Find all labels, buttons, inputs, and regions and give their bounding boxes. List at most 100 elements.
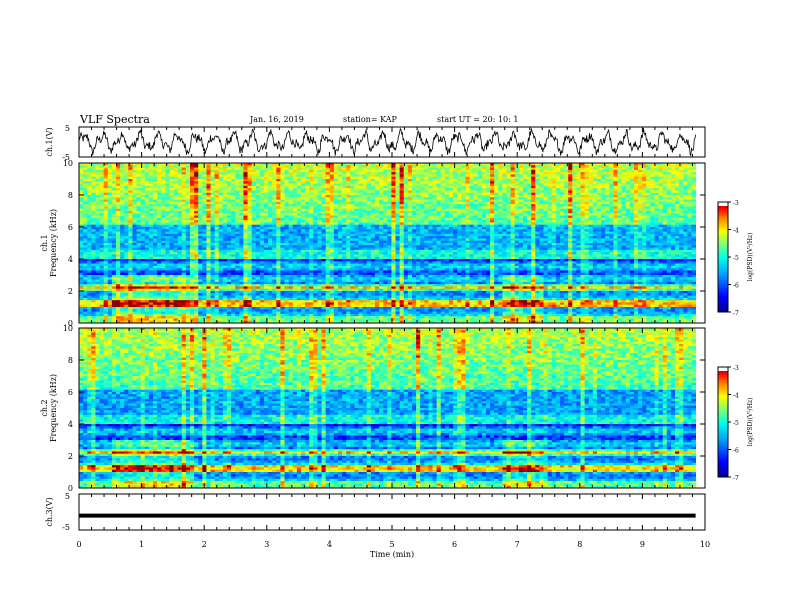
spectrogram-cell: [547, 206, 553, 210]
spectrogram-cell: [580, 215, 586, 219]
spectrogram-cell: [457, 169, 462, 173]
spectrogram-cell: [370, 174, 376, 178]
spectrogram-cell: [531, 217, 536, 221]
spectrogram-cell: [194, 199, 199, 203]
spectrogram-cell: [317, 188, 322, 191]
spectrogram-cell: [518, 231, 524, 235]
spectrogram-cell: [120, 213, 125, 216]
spectrogram-cell: [189, 197, 195, 200]
spectrogram-cell: [239, 197, 244, 200]
spectrogram-cell: [650, 176, 655, 180]
spectrogram-cell: [403, 217, 409, 221]
spectrogram-cell: [231, 217, 236, 221]
spectrogram-cell: [239, 201, 244, 205]
spectrogram-cell: [95, 190, 100, 194]
spectrogram-cell: [691, 174, 697, 178]
spectrogram-cell: [411, 222, 417, 226]
spectrogram-cell: [280, 224, 285, 228]
spectrogram-cell: [226, 185, 232, 189]
spectrogram-cell: [527, 222, 532, 226]
spectrogram-cell: [354, 163, 359, 166]
spectrogram-cell: [444, 165, 450, 168]
spectrogram-cell: [259, 229, 265, 232]
spectrogram-cell: [683, 220, 688, 223]
spectrogram-cell: [457, 227, 462, 230]
spectrogram-cell: [662, 183, 668, 187]
spectrogram-cell: [411, 206, 417, 210]
spectrogram-cell: [309, 183, 314, 187]
spectrogram-cell: [374, 213, 380, 216]
spectrogram-cell: [638, 199, 643, 203]
spectrogram-cell: [329, 172, 335, 175]
spectrogram-cell: [87, 165, 92, 168]
spectrogram-cell: [502, 229, 507, 232]
spectrogram-cell: [333, 204, 339, 207]
spectrogram-cell: [140, 167, 146, 171]
spectrogram-cell: [329, 220, 335, 223]
spectrogram-cell: [568, 220, 573, 223]
spectrogram-cell: [424, 229, 429, 232]
spectrogram-cell: [436, 213, 442, 216]
spectrogram-cell: [568, 229, 573, 232]
spectrogram-cell: [531, 192, 536, 196]
spectrogram-cell: [576, 183, 581, 187]
spectrogram-cell: [95, 192, 100, 196]
spectrogram-cell: [605, 201, 610, 205]
spectrogram-cell: [313, 201, 318, 205]
spectrogram-cell: [189, 190, 195, 194]
spectrogram-cell: [296, 217, 302, 221]
spectrogram-cell: [473, 204, 479, 207]
spectrogram-cell: [490, 227, 495, 230]
spectrogram-cell: [181, 181, 187, 184]
spectrogram-cell: [280, 179, 285, 182]
spectrogram-cell: [403, 172, 409, 175]
spectrogram-cell: [543, 220, 549, 223]
spectrogram-cell: [416, 163, 421, 166]
spectrogram-cell: [387, 220, 392, 223]
spectrogram-cell: [547, 169, 553, 173]
spectrogram-cell: [218, 199, 224, 203]
spectrogram-cell: [522, 181, 528, 184]
spectrogram-cell: [559, 169, 565, 173]
spectrogram-cell: [666, 222, 672, 226]
spectrogram-cell: [683, 231, 688, 235]
spectrogram-cell: [662, 227, 668, 230]
spectrogram-cell: [547, 181, 553, 184]
spectrogram-cell: [576, 229, 581, 232]
spectrogram-cell: [317, 220, 322, 223]
spectrogram-cell: [124, 165, 129, 168]
spectrogram-cell: [522, 183, 528, 187]
spectrogram-cell: [87, 174, 92, 178]
spectrogram-cell: [288, 217, 294, 221]
spectrogram-cell: [576, 222, 581, 226]
spectrogram-cell: [506, 197, 512, 200]
spectrogram-cell: [539, 192, 544, 196]
spectrogram-cell: [407, 172, 413, 175]
spectrogram-cell: [383, 195, 388, 198]
spectrogram-cell: [387, 185, 392, 189]
spectrogram-cell: [580, 181, 586, 184]
spectrogram-cell: [157, 206, 162, 210]
spectrogram-cell: [444, 167, 450, 171]
spectrogram-cell: [490, 172, 495, 175]
spectrogram-cell: [502, 213, 507, 216]
spectrogram-cell: [198, 167, 203, 171]
spectrogram-cell: [243, 165, 248, 168]
spectrogram-cell: [284, 195, 290, 198]
spectrogram-cell: [601, 215, 606, 219]
spectrogram-cell: [111, 169, 117, 173]
spectrogram-cell: [83, 227, 88, 230]
spectrogram-cell: [633, 188, 639, 191]
spectrogram-cell: [128, 238, 133, 242]
spectrogram-cell: [683, 229, 688, 232]
spectrogram-cell: [144, 217, 150, 221]
spectrogram-cell: [494, 217, 499, 221]
spectrogram-cell: [494, 181, 499, 184]
spectrogram-cell: [276, 199, 281, 203]
spectrogram-cell: [539, 169, 544, 173]
spectrogram-cell: [152, 206, 158, 210]
spectrogram-cell: [588, 206, 594, 210]
spectrogram-cell: [403, 165, 409, 168]
spectrogram-cell: [194, 233, 199, 237]
spectrogram-cell: [473, 163, 479, 166]
